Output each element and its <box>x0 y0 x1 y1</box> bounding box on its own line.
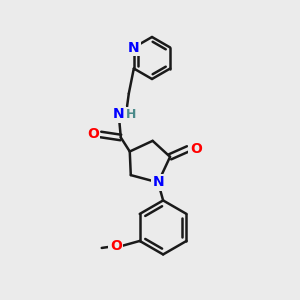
Text: N: N <box>113 107 124 122</box>
Text: H: H <box>126 108 136 121</box>
Text: O: O <box>190 142 202 156</box>
Text: N: N <box>128 40 140 55</box>
Text: O: O <box>87 128 99 142</box>
Text: O: O <box>110 239 122 253</box>
Text: N: N <box>152 176 164 189</box>
